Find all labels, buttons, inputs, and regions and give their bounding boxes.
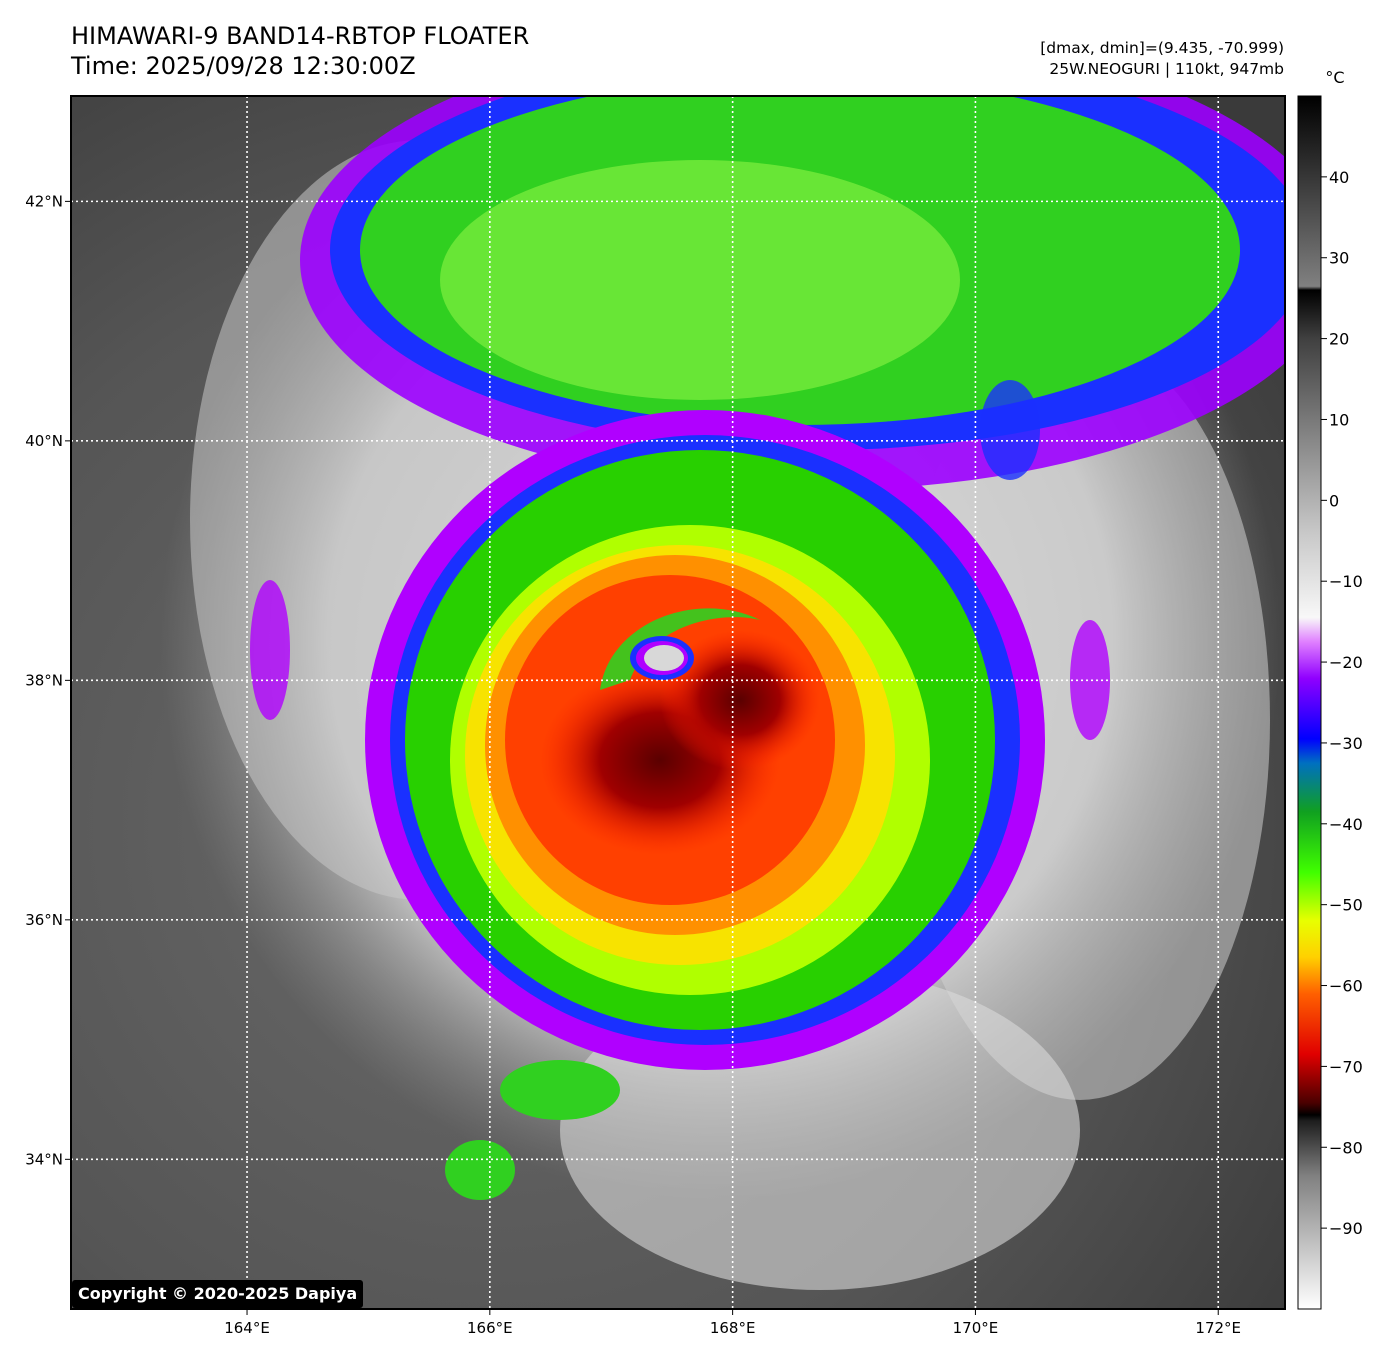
colorbar-tick-label: 40 (1329, 168, 1349, 187)
lon-tick-label: 172°E (1195, 1319, 1241, 1337)
lat-tick-label: 42°N (25, 192, 63, 210)
colorbar-tick-label: 10 (1329, 410, 1349, 429)
lat-tick-label: 40°N (25, 432, 63, 450)
colorbar-ticks: 40 30 20 10 0 −10 −20 −30 −40 −50 −60 −70 −80 −90 (1321, 168, 1363, 1238)
dmax-dmin-readout: [dmax, dmin]=(9.435, -70.999) (1040, 39, 1284, 57)
lon-tick-label: 164°E (224, 1319, 270, 1337)
lat-tick-label: 34°N (25, 1150, 63, 1168)
colorbar-tick-label: 20 (1329, 330, 1349, 349)
lon-tick-label: 170°E (953, 1319, 999, 1337)
colorbar-tick-label: −20 (1329, 653, 1363, 672)
colorbar-tick-label: −40 (1329, 815, 1363, 834)
colorbar-unit: °C (1325, 68, 1344, 87)
copyright-label: Copyright © 2020-2025 Dapiya (72, 1280, 364, 1308)
colorbar-tick-label: 30 (1329, 249, 1349, 268)
lat-tick-label: 38°N (25, 671, 63, 689)
grid-lines (71, 96, 1285, 1309)
satellite-image (71, 96, 1285, 1309)
colorbar-tick-label: −30 (1329, 734, 1363, 753)
colorbar-tick-label: −80 (1329, 1138, 1363, 1157)
colorbar (1297, 95, 1322, 1310)
colorbar-tick-label: −70 (1329, 1057, 1363, 1076)
colorbar-tick-label: −60 (1329, 977, 1363, 996)
figure-time: Time: 2025/09/28 12:30:00Z (71, 52, 416, 80)
colorbar-tick-label: −10 (1329, 572, 1363, 591)
lon-tick-label: 168°E (710, 1319, 756, 1337)
latitude-ticks: 42°N 40°N 38°N 36°N 34°N (25, 192, 71, 1168)
lat-tick-label: 36°N (25, 911, 63, 929)
figure-title: HIMAWARI-9 BAND14-RBTOP FLOATER (71, 22, 530, 50)
lon-tick-label: 166°E (467, 1319, 513, 1337)
colorbar-tick-label: −50 (1329, 896, 1363, 915)
map-frame (70, 95, 1286, 1310)
colorbar-tick-label: 0 (1329, 491, 1339, 510)
colorbar-tick-label: −90 (1329, 1219, 1363, 1238)
storm-info: 25W.NEOGURI | 110kt, 947mb (1049, 60, 1284, 78)
longitude-ticks: 164°E 166°E 168°E 170°E 172°E (224, 1309, 1241, 1337)
